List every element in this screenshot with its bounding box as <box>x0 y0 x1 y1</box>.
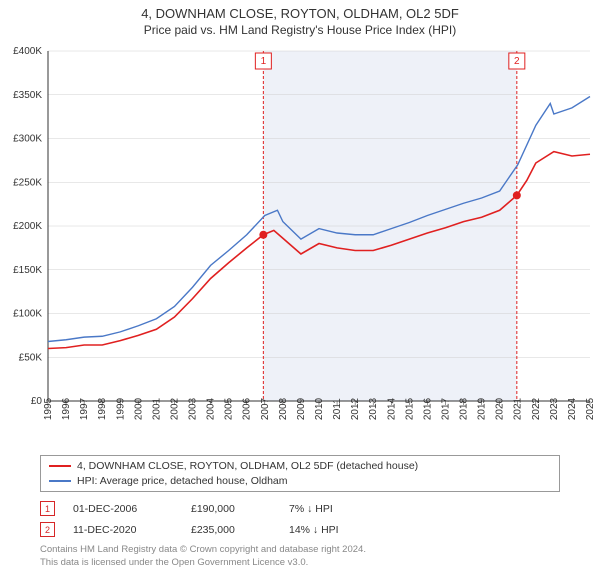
svg-text:£50K: £50K <box>19 352 43 363</box>
footer-line-2: This data is licensed under the Open Gov… <box>40 557 560 569</box>
chart-container: 4, DOWNHAM CLOSE, ROYTON, OLDHAM, OL2 5D… <box>0 0 600 560</box>
svg-text:£0: £0 <box>31 396 43 407</box>
legend-label: 4, DOWNHAM CLOSE, ROYTON, OLDHAM, OL2 5D… <box>77 459 418 474</box>
marker-badge: 1 <box>40 501 55 516</box>
marker-diff: 14% ↓ HPI <box>289 524 379 536</box>
marker-table: 1 01-DEC-2006 £190,000 7% ↓ HPI 2 11-DEC-2020… <box>40 498 560 540</box>
legend-label: HPI: Average price, detached house, Oldh… <box>77 474 288 489</box>
svg-text:£300K: £300K <box>13 134 42 145</box>
legend-swatch <box>49 480 71 482</box>
svg-text:£350K: £350K <box>13 90 42 101</box>
legend: 4, DOWNHAM CLOSE, ROYTON, OLDHAM, OL2 5D… <box>40 455 560 492</box>
svg-text:£150K: £150K <box>13 265 42 276</box>
footer-attribution: Contains HM Land Registry data © Crown c… <box>40 544 560 569</box>
svg-text:£200K: £200K <box>13 221 42 232</box>
marker-date: 11-DEC-2020 <box>73 524 173 536</box>
marker-row: 2 11-DEC-2020 £235,000 14% ↓ HPI <box>40 519 560 540</box>
marker-badge: 2 <box>40 522 55 537</box>
line-chart-svg: £0 £50K £100K £150K £200K £250K £300K £350K £400… <box>0 41 600 451</box>
footer-line-1: Contains HM Land Registry data © Crown c… <box>40 544 560 556</box>
legend-swatch <box>49 465 71 467</box>
svg-text:£250K: £250K <box>13 177 42 188</box>
svg-text:£100K: £100K <box>13 309 42 320</box>
marker-price: £190,000 <box>191 503 271 515</box>
marker-row: 1 01-DEC-2006 £190,000 7% ↓ HPI <box>40 498 560 519</box>
svg-text:1: 1 <box>261 56 267 67</box>
marker-diff: 7% ↓ HPI <box>289 503 379 515</box>
marker-price: £235,000 <box>191 524 271 536</box>
svg-text:2: 2 <box>514 56 520 67</box>
legend-item: HPI: Average price, detached house, Oldh… <box>49 474 551 489</box>
marker-date: 01-DEC-2006 <box>73 503 173 515</box>
chart-subtitle: Price paid vs. HM Land Registry's House … <box>0 21 600 41</box>
svg-text:£400K: £400K <box>13 46 42 57</box>
chart-plot-area: £0 £50K £100K £150K £200K £250K £300K £350K £400… <box>0 41 600 451</box>
chart-title: 4, DOWNHAM CLOSE, ROYTON, OLDHAM, OL2 5D… <box>0 0 600 21</box>
legend-item: 4, DOWNHAM CLOSE, ROYTON, OLDHAM, OL2 5D… <box>49 459 551 474</box>
